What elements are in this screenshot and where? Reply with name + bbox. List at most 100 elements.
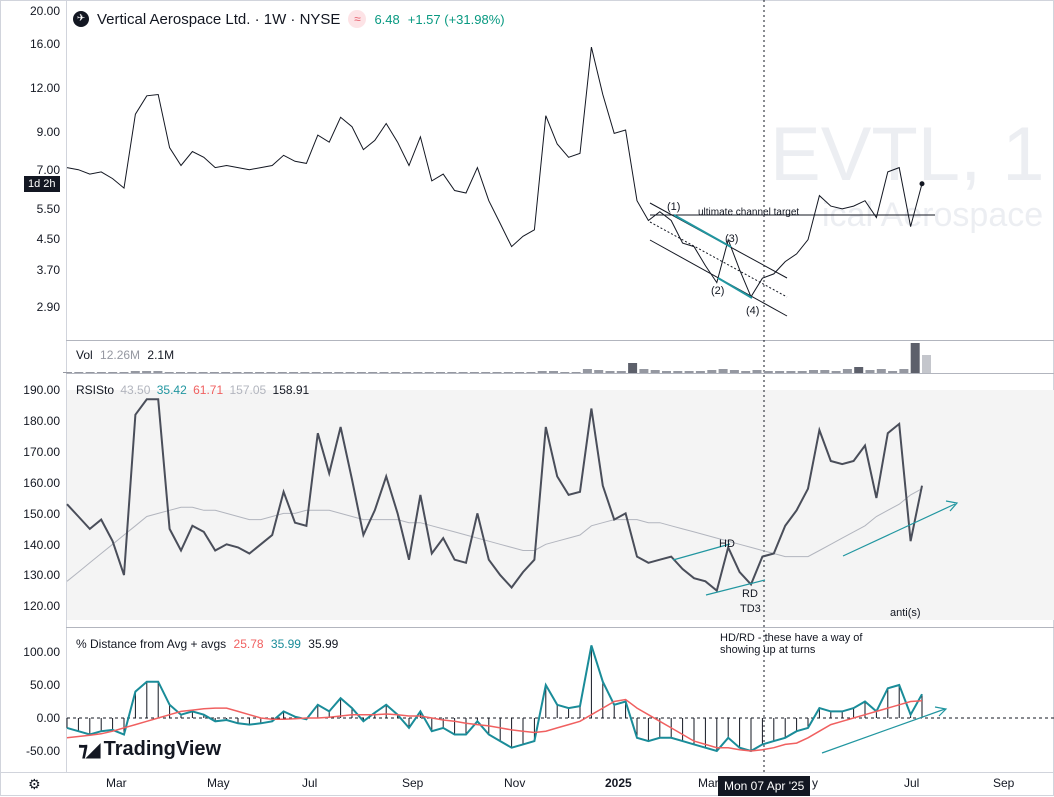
volume-bar <box>334 372 344 373</box>
time-tick: Mar <box>698 776 719 790</box>
volume-bar <box>142 371 152 373</box>
volume-bar <box>605 371 615 373</box>
pattern-icon: ≈ <box>348 10 367 28</box>
rsi-tick: 120.00 <box>23 599 60 613</box>
crosshair-time-label: Mon 07 Apr '25 <box>718 776 811 796</box>
volume-bar <box>865 370 875 373</box>
volume-bar <box>888 371 898 373</box>
last-price-dot <box>919 181 925 187</box>
volume-bar <box>729 370 739 373</box>
settings-icon[interactable]: ⚙ <box>28 776 41 792</box>
volume-bar <box>164 372 174 373</box>
rsi-value-2: 35.42 <box>156 383 187 397</box>
volume-bar <box>492 372 502 373</box>
volume-bar <box>662 371 671 373</box>
td3-label: TD3 <box>740 603 761 615</box>
volume-bar <box>153 371 163 373</box>
volume-bar <box>582 369 592 373</box>
volume-bar <box>854 367 864 373</box>
anti-divergence-line <box>842 503 956 557</box>
volume-bar <box>922 355 931 373</box>
wave-highlight-line <box>673 214 732 248</box>
dist-tick: 0.00 <box>36 711 60 725</box>
volume-bar <box>232 372 242 373</box>
rsi-value-5: 158.91 <box>272 383 310 397</box>
price-tick: 3.70 <box>36 263 60 277</box>
dist-tick: -50.00 <box>25 744 60 758</box>
rsi-value-3: 61.71 <box>193 383 224 397</box>
volume-bar <box>323 372 332 373</box>
time-tick: Jul <box>904 776 920 790</box>
rsi-label: RSISto <box>76 383 115 397</box>
symbol-title[interactable]: Vertical Aerospace Ltd. · 1W · NYSE <box>97 10 341 28</box>
chart-canvas[interactable]: EVTL, 1 ical Aerospace ultimate channel … <box>0 0 1054 772</box>
volume-bar <box>707 370 717 373</box>
pane-separator[interactable] <box>66 627 1054 628</box>
volume-bar <box>639 369 649 373</box>
rd-label: RD <box>742 588 758 600</box>
rsi-value-4: 157.05 <box>229 383 267 397</box>
volume-bar <box>594 370 604 373</box>
volume-bar <box>96 372 106 373</box>
header-legend[interactable]: ✈ Vertical Aerospace Ltd. · 1W · NYSE ≈ … <box>73 10 505 28</box>
rsi-legend[interactable]: RSISto 43.50 35.42 61.71 157.05 158.91 <box>76 383 309 397</box>
pane-separator[interactable] <box>66 373 1054 374</box>
volume-bar <box>85 372 95 373</box>
price-axis[interactable] <box>0 0 67 772</box>
volume-bar <box>311 372 321 373</box>
tradingview-logo-icon: ⁊◢ <box>78 739 101 761</box>
distance-histogram <box>66 645 923 751</box>
volume-bar <box>176 372 185 373</box>
volume-bar <box>650 370 660 373</box>
volume-bar <box>526 372 536 373</box>
last-price: 6.48 <box>374 11 400 27</box>
volume-bar <box>266 372 276 373</box>
price-tick: 16.00 <box>29 37 60 51</box>
note-line-1: HD/RD - these have a way of <box>720 632 863 644</box>
tradingview-logo[interactable]: ⁊◢ TradingView <box>78 737 221 762</box>
volume-bar <box>718 369 728 373</box>
volume-bar <box>673 371 683 373</box>
dist-tick: 100.00 <box>23 645 60 659</box>
distance-trend-lines <box>821 706 948 754</box>
volume-bar <box>537 371 547 373</box>
volume-bar <box>910 343 920 373</box>
rsi-tick: 180.00 <box>23 414 60 428</box>
volume-bar <box>503 372 513 373</box>
volume-legend[interactable]: Vol 12.26M 2.1M <box>76 348 174 362</box>
hd-label: HD <box>719 538 735 550</box>
wave-label-1: (1) <box>667 201 680 213</box>
volume-bar <box>209 372 219 373</box>
volume-bar <box>368 372 378 373</box>
volume-label: Vol <box>76 348 93 362</box>
volume-bars <box>63 343 931 373</box>
time-axis[interactable] <box>0 772 1054 797</box>
price-line <box>66 46 923 298</box>
volume-bar <box>469 372 479 373</box>
volume-bar <box>628 363 638 373</box>
volume-bar <box>831 371 841 373</box>
volume-bar <box>820 370 830 373</box>
tradingview-logo-text: TradingView <box>103 738 222 760</box>
volume-bar <box>549 371 558 373</box>
volume-bar <box>458 372 468 373</box>
price-tick: 2.90 <box>36 300 60 314</box>
distance-trend-line <box>821 708 946 754</box>
price-tick: 9.00 <box>36 125 60 139</box>
volume-bar <box>695 371 705 373</box>
volume-bar <box>119 372 129 373</box>
volume-bar <box>356 372 366 373</box>
volume-bar <box>345 372 355 373</box>
volume-bar <box>289 372 299 373</box>
volume-bar <box>876 369 886 373</box>
volume-bar <box>560 372 570 373</box>
rsi-tick: 140.00 <box>23 538 60 552</box>
distance-value-3: 35.99 <box>308 637 339 651</box>
pane-separator[interactable] <box>66 340 1054 341</box>
volume-bar <box>436 372 445 373</box>
volume-value-1: 12.26M <box>100 348 141 362</box>
volume-bar <box>243 372 253 373</box>
rsi-tick: 150.00 <box>23 507 60 521</box>
distance-legend[interactable]: % Distance from Avg + avgs 25.78 35.99 3… <box>76 637 338 651</box>
volume-bar <box>481 372 491 373</box>
